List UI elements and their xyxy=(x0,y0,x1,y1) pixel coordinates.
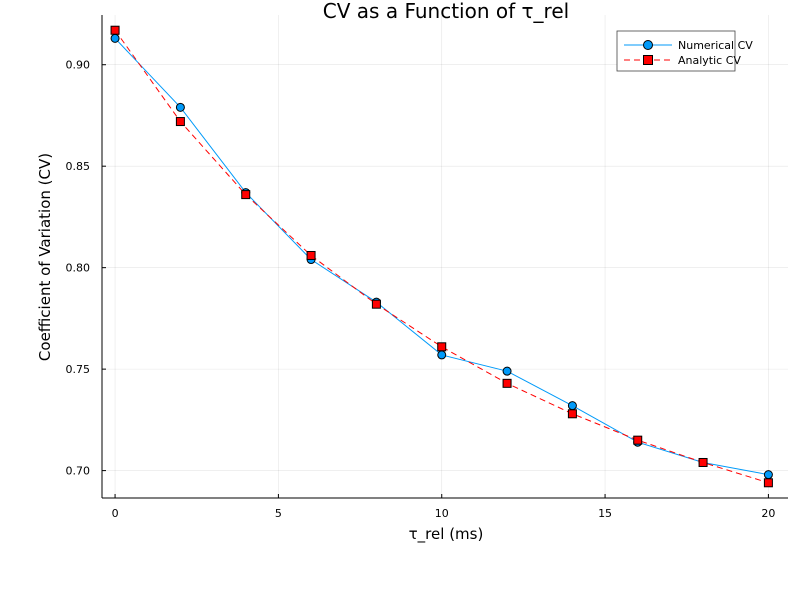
data-point xyxy=(110,25,120,35)
chart-title: CV as a Function of τ_rel xyxy=(323,0,569,23)
x-tick-label: 15 xyxy=(598,507,612,520)
data-point xyxy=(763,470,773,480)
x-axis-title: τ_rel (ms) xyxy=(409,525,484,544)
legend-label-analytic: Analytic CV xyxy=(678,54,741,67)
x-tick-label: 10 xyxy=(435,507,449,520)
data-point xyxy=(371,299,381,309)
data-point xyxy=(175,102,185,112)
y-tick-label: 0.80 xyxy=(66,262,91,275)
series-analytic-cv xyxy=(110,25,773,488)
legend-entry-analytic: Analytic CV xyxy=(624,54,741,67)
data-point xyxy=(567,401,577,411)
x-tick-label: 5 xyxy=(275,507,282,520)
series-group xyxy=(110,25,773,488)
legend: Numerical CV Analytic CV xyxy=(616,30,753,72)
legend-marker-analytic xyxy=(643,55,653,65)
data-point xyxy=(763,478,773,488)
data-point xyxy=(502,378,512,388)
axes: 0 5 10 15 20 0.70 0.75 0.80 0.85 0.90 xyxy=(66,15,788,520)
grid-lines xyxy=(102,15,788,498)
legend-label-numerical: Numerical CV xyxy=(678,39,753,52)
y-tick-label: 0.75 xyxy=(66,363,91,376)
data-point xyxy=(698,457,708,467)
legend-entry-numerical: Numerical CV xyxy=(624,39,753,52)
y-tick-label: 0.70 xyxy=(66,465,91,478)
data-point xyxy=(567,409,577,419)
x-tick-label: 20 xyxy=(761,507,775,520)
y-tick-label: 0.90 xyxy=(66,59,91,72)
data-point xyxy=(306,250,316,260)
data-point xyxy=(502,366,512,376)
data-point xyxy=(175,117,185,127)
data-point xyxy=(110,33,120,43)
data-point xyxy=(437,350,447,360)
y-axis-title: Coefficient of Variation (CV) xyxy=(36,153,54,361)
legend-box xyxy=(616,30,736,72)
data-point xyxy=(633,435,643,445)
y-tick-label: 0.85 xyxy=(66,160,91,173)
data-point xyxy=(241,190,251,200)
data-point xyxy=(437,342,447,352)
x-tick-label: 0 xyxy=(112,507,119,520)
legend-marker-numerical xyxy=(643,40,653,50)
